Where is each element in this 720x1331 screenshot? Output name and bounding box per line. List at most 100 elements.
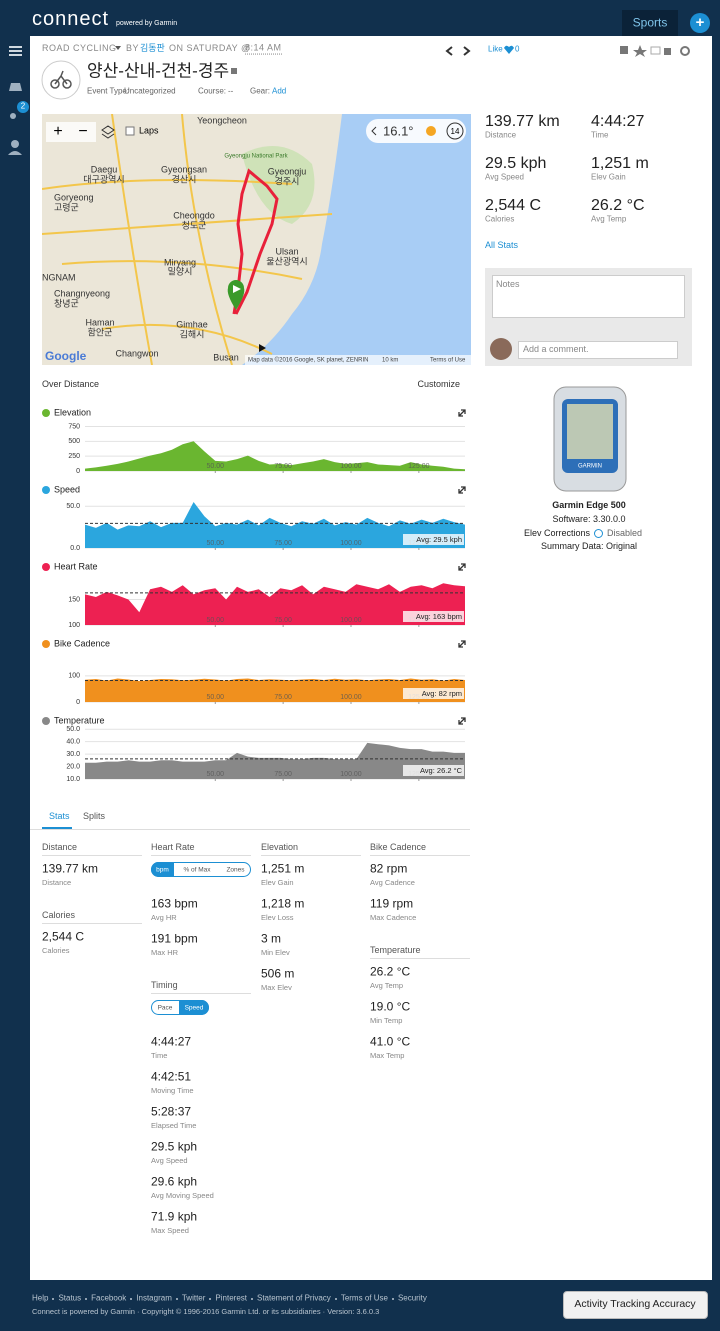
map-label: 함안군 (88, 327, 113, 337)
x-tick-label: 50.00 (207, 617, 225, 624)
copyright: Connect is powered by Garmin · Copyright… (32, 1306, 380, 1316)
x-tick-label: 50.00 (207, 771, 225, 778)
stat-value: 82 rpm (370, 861, 408, 876)
tab[interactable]: Stats (49, 811, 70, 822)
chart-title: Bike Cadence (54, 638, 110, 648)
tab-divider (30, 829, 470, 830)
profile-chart: Temperature 10.0 20.0 30.0 40.0 50.0 50.00 75.0… (42, 715, 466, 783)
footer-separator (251, 1298, 253, 1300)
activity-type[interactable]: ROAD CYCLING (42, 43, 117, 54)
header-icons (41, 45, 690, 100)
connections-icon (10, 113, 16, 119)
sports-button[interactable] (622, 10, 678, 36)
expand-icon (458, 717, 466, 725)
toggle-option[interactable] (151, 862, 174, 877)
stat-group-header: Distance (42, 842, 78, 853)
lock-icon (664, 48, 671, 55)
accuracy-label[interactable]: Activity Tracking Accuracy (574, 1298, 696, 1311)
toggle-option[interactable] (179, 1000, 209, 1015)
y-tick-label: 20.0 (66, 763, 80, 770)
zoom-control (46, 122, 96, 142)
map-label: Gyeongsan (161, 164, 207, 174)
device-image: GARMIN (553, 386, 627, 492)
footer-link[interactable]: Twitter (181, 1293, 206, 1303)
stat-label: Max Temp (370, 1050, 405, 1060)
x-tick-label: 75.00 (274, 617, 292, 624)
device-software: Software: 3.30.0.0 (552, 514, 626, 525)
weather-caret (371, 126, 377, 136)
summary-label: Calories (485, 214, 515, 224)
summary-value: 1,251 m (591, 155, 649, 173)
map-label: 경주시 (275, 175, 300, 186)
help-icon (594, 529, 603, 538)
summary-label: Time (591, 130, 609, 140)
gear[interactable]: Add (272, 86, 287, 96)
like[interactable]: Like (488, 44, 503, 54)
map-terms: Terms of Use (430, 358, 466, 364)
logo[interactable]: connect (32, 8, 110, 30)
elev-corrections: Elev Corrections (524, 528, 591, 539)
y-tick-label: 500 (68, 438, 80, 445)
footer-link[interactable]: Facebook (91, 1293, 127, 1303)
x-tick-label: 100.00 (340, 617, 362, 624)
toggle-label[interactable]: Zones (226, 865, 245, 873)
menu-icon (9, 46, 22, 48)
toggle-label[interactable]: % of Max (183, 865, 211, 873)
avg-label-bg (403, 534, 464, 545)
event-type[interactable]: Uncategorized (124, 86, 176, 96)
toggle-label[interactable]: bpm (156, 865, 169, 873)
author[interactable]: 김동판 (140, 43, 165, 54)
all-stats[interactable]: All Stats (485, 240, 519, 251)
google-logo: Google (45, 349, 87, 363)
footer-link[interactable]: Security (397, 1293, 427, 1303)
map-road (42, 179, 293, 190)
footer-link[interactable]: Statement of Privacy (257, 1293, 331, 1303)
stat-label: Elapsed Time (151, 1120, 197, 1130)
stat-value: 2,544 C (42, 929, 85, 944)
layers-icon (101, 125, 115, 139)
footer-link[interactable]: Instagram (136, 1293, 172, 1303)
add-label[interactable]: + (695, 13, 705, 31)
map-road (42, 213, 333, 235)
stat-group-header: Bike Cadence (370, 842, 427, 853)
tab[interactable]: Splits (83, 811, 106, 822)
bike-wheel (62, 79, 72, 89)
chart-title: Speed (54, 484, 80, 494)
x-tick-label: 50.00 (207, 694, 225, 701)
footer-link[interactable]: Status (58, 1293, 82, 1303)
map-label: Changwon (115, 348, 158, 358)
y-tick-label: 750 (68, 423, 80, 430)
sidebar (8, 46, 22, 155)
footer-link[interactable]: Pinterest (215, 1293, 247, 1303)
elev-status[interactable]: Disabled (607, 528, 643, 539)
toggle-label[interactable]: Speed (184, 1003, 204, 1011)
add-button[interactable] (690, 13, 710, 33)
on-label: ON SATURDAY @ (169, 43, 251, 54)
route (232, 168, 279, 315)
x-tick-label: 50.00 (207, 463, 225, 470)
over-distance[interactable]: Over Distance (42, 379, 100, 390)
course-label: Course: (198, 86, 227, 96)
notes-input[interactable] (492, 275, 685, 318)
map-label: Daegu (91, 164, 118, 174)
course[interactable]: -- (228, 86, 234, 96)
summary-label: Avg Temp (591, 214, 627, 224)
stat-value: 1,218 m (261, 896, 305, 911)
stat-group-header: Calories (42, 910, 76, 921)
stat-group-rule (370, 855, 470, 856)
map-label: 고령군 (54, 201, 79, 212)
map-label: 창녕군 (54, 298, 79, 308)
footer-link[interactable]: Help (32, 1293, 49, 1303)
footer-separator (334, 1298, 337, 1300)
device-name: Garmin Edge 500 (552, 500, 626, 511)
y-tick-label: 150 (68, 596, 80, 603)
footer-link[interactable]: Terms of Use (340, 1293, 388, 1303)
expand-icon (458, 409, 466, 417)
accuracy-button[interactable] (563, 1291, 708, 1319)
stat-label: Elev Loss (261, 912, 294, 922)
customize[interactable]: Customize (417, 379, 460, 390)
comment-input[interactable] (518, 341, 678, 359)
sports-label[interactable]: Sports (632, 15, 668, 30)
toggle-label[interactable]: Pace (157, 1003, 173, 1011)
